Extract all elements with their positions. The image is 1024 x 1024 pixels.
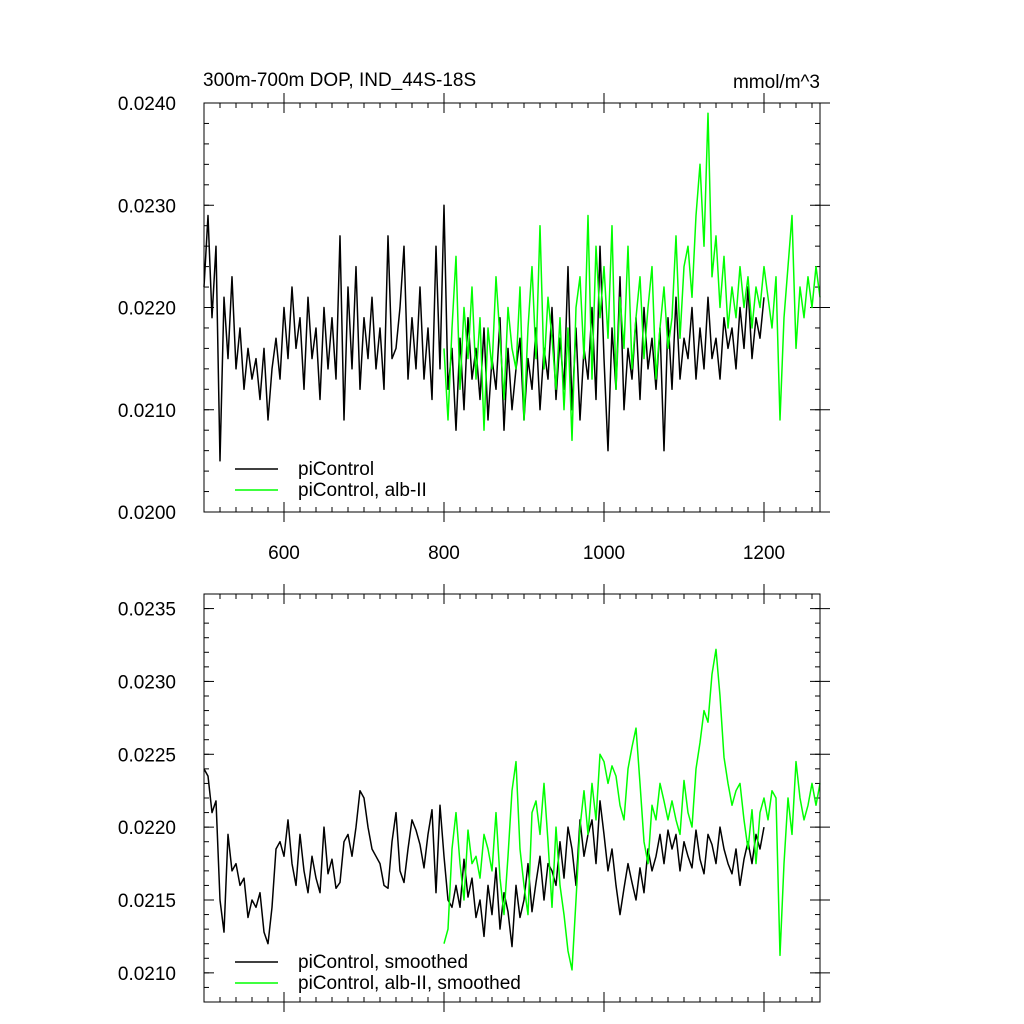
y-tick-label: 0.0225 (118, 745, 176, 766)
top-panel: 600 800 1000 1200 0.0200 0.0210 0.0220 0.0230 0.… (118, 93, 830, 564)
units-label: mmol/m^3 (733, 72, 820, 93)
x-tick-label: 600 (268, 543, 300, 564)
legend-label: piControl, alb-II, smoothed (298, 973, 521, 994)
series-line (203, 204, 765, 462)
y-tick-label: 0.0200 (118, 503, 176, 524)
x-tick-label: 1000 (583, 543, 625, 564)
y-tick-label: 0.0220 (118, 299, 176, 320)
y-tick-label: 0.0215 (118, 891, 176, 912)
y-tick-label: 0.0210 (118, 401, 176, 422)
series-line (443, 648, 821, 971)
plot-frame (203, 102, 821, 513)
series-line (443, 112, 821, 442)
x-tick-label: 800 (428, 543, 460, 564)
y-tick-label: 0.0220 (118, 818, 176, 839)
legend-label: piControl (298, 459, 374, 480)
chart-title: 300m-700m DOP, IND_44S-18S (203, 70, 476, 91)
y-tick-label: 0.0210 (118, 964, 176, 985)
plot-frame (203, 593, 821, 1003)
y-tick-label: 0.0230 (118, 196, 176, 217)
y-tick-label: 0.0240 (118, 94, 176, 115)
legend-label: piControl, alb-II (298, 480, 427, 501)
y-tick-label: 0.0235 (118, 600, 176, 621)
legend-label: piControl, smoothed (298, 952, 468, 973)
bottom-panel: 0.0210 0.0215 0.0220 0.0225 0.0230 0.0235 piCo… (118, 584, 830, 1012)
series-line (203, 768, 765, 948)
x-tick-label: 1200 (743, 543, 785, 564)
y-tick-label: 0.0230 (118, 672, 176, 693)
